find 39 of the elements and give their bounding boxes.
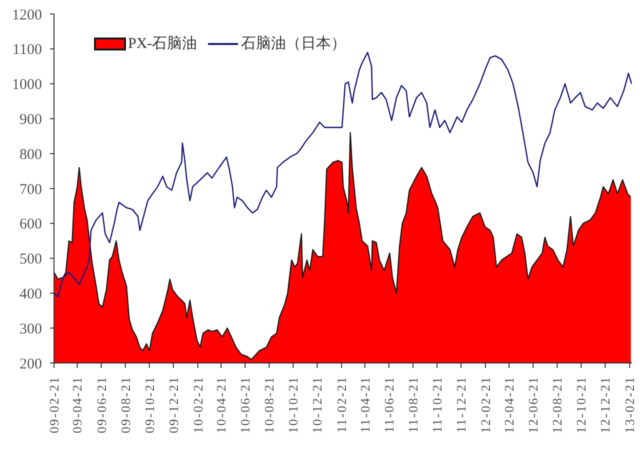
y-tick-label: 500 xyxy=(20,252,42,268)
y-tick-label: 200 xyxy=(20,356,42,372)
x-tick-label: 11-12-21 xyxy=(454,376,469,433)
legend-label: PX-石脑油 xyxy=(128,34,198,53)
x-tick-label: 10-06-21 xyxy=(238,376,253,434)
x-tick-label: 13-02-21 xyxy=(622,376,638,434)
line-series xyxy=(54,52,632,298)
y-tick-label: 1200 xyxy=(12,7,42,24)
y-tick-label: 600 xyxy=(20,216,42,233)
legend-label: 石脑油（日本） xyxy=(241,34,346,53)
x-tick-label: 11-06-21 xyxy=(381,376,396,433)
x-tick-label: 10-02-21 xyxy=(190,376,206,434)
x-tick-label: 10-04-21 xyxy=(214,376,229,434)
x-tick-label: 12-02-21 xyxy=(478,376,493,434)
x-tick-label: 09-02-21 xyxy=(46,376,62,434)
x-tick-label: 09-08-21 xyxy=(118,376,133,434)
x-tick-label: 11-04-21 xyxy=(357,376,372,433)
x-tick-label: 10-10-21 xyxy=(286,376,301,434)
x-tick-label: 12-10-21 xyxy=(574,376,589,434)
y-tick-label: 1100 xyxy=(12,42,42,58)
x-tick-label: 10-12-21 xyxy=(310,376,325,434)
x-tick-label: 09-06-21 xyxy=(94,376,109,434)
x-tick-label: 11-08-21 xyxy=(405,376,420,433)
x-tick-label: 11-02-21 xyxy=(334,376,350,433)
y-tick-label: 800 xyxy=(20,146,42,163)
y-tick-label: 700 xyxy=(20,182,42,198)
y-tick-label: 900 xyxy=(20,112,42,128)
x-tick-label: 09-10-21 xyxy=(142,376,157,434)
x-tick-label: 12-08-21 xyxy=(550,376,565,434)
x-tick-label: 10-08-21 xyxy=(262,376,277,434)
y-tick-label: 1000 xyxy=(12,77,42,94)
y-tick-label: 300 xyxy=(20,321,42,338)
x-tick-label: 12-12-21 xyxy=(598,376,613,434)
y-tick-label: 400 xyxy=(20,286,42,303)
x-tick-label: 12-06-21 xyxy=(526,376,541,434)
x-tick-label: 09-04-21 xyxy=(70,376,85,434)
x-tick-label: 09-12-21 xyxy=(166,376,181,434)
x-tick-label: 12-04-21 xyxy=(502,376,517,434)
x-tick-label: 11-10-21 xyxy=(429,376,444,433)
